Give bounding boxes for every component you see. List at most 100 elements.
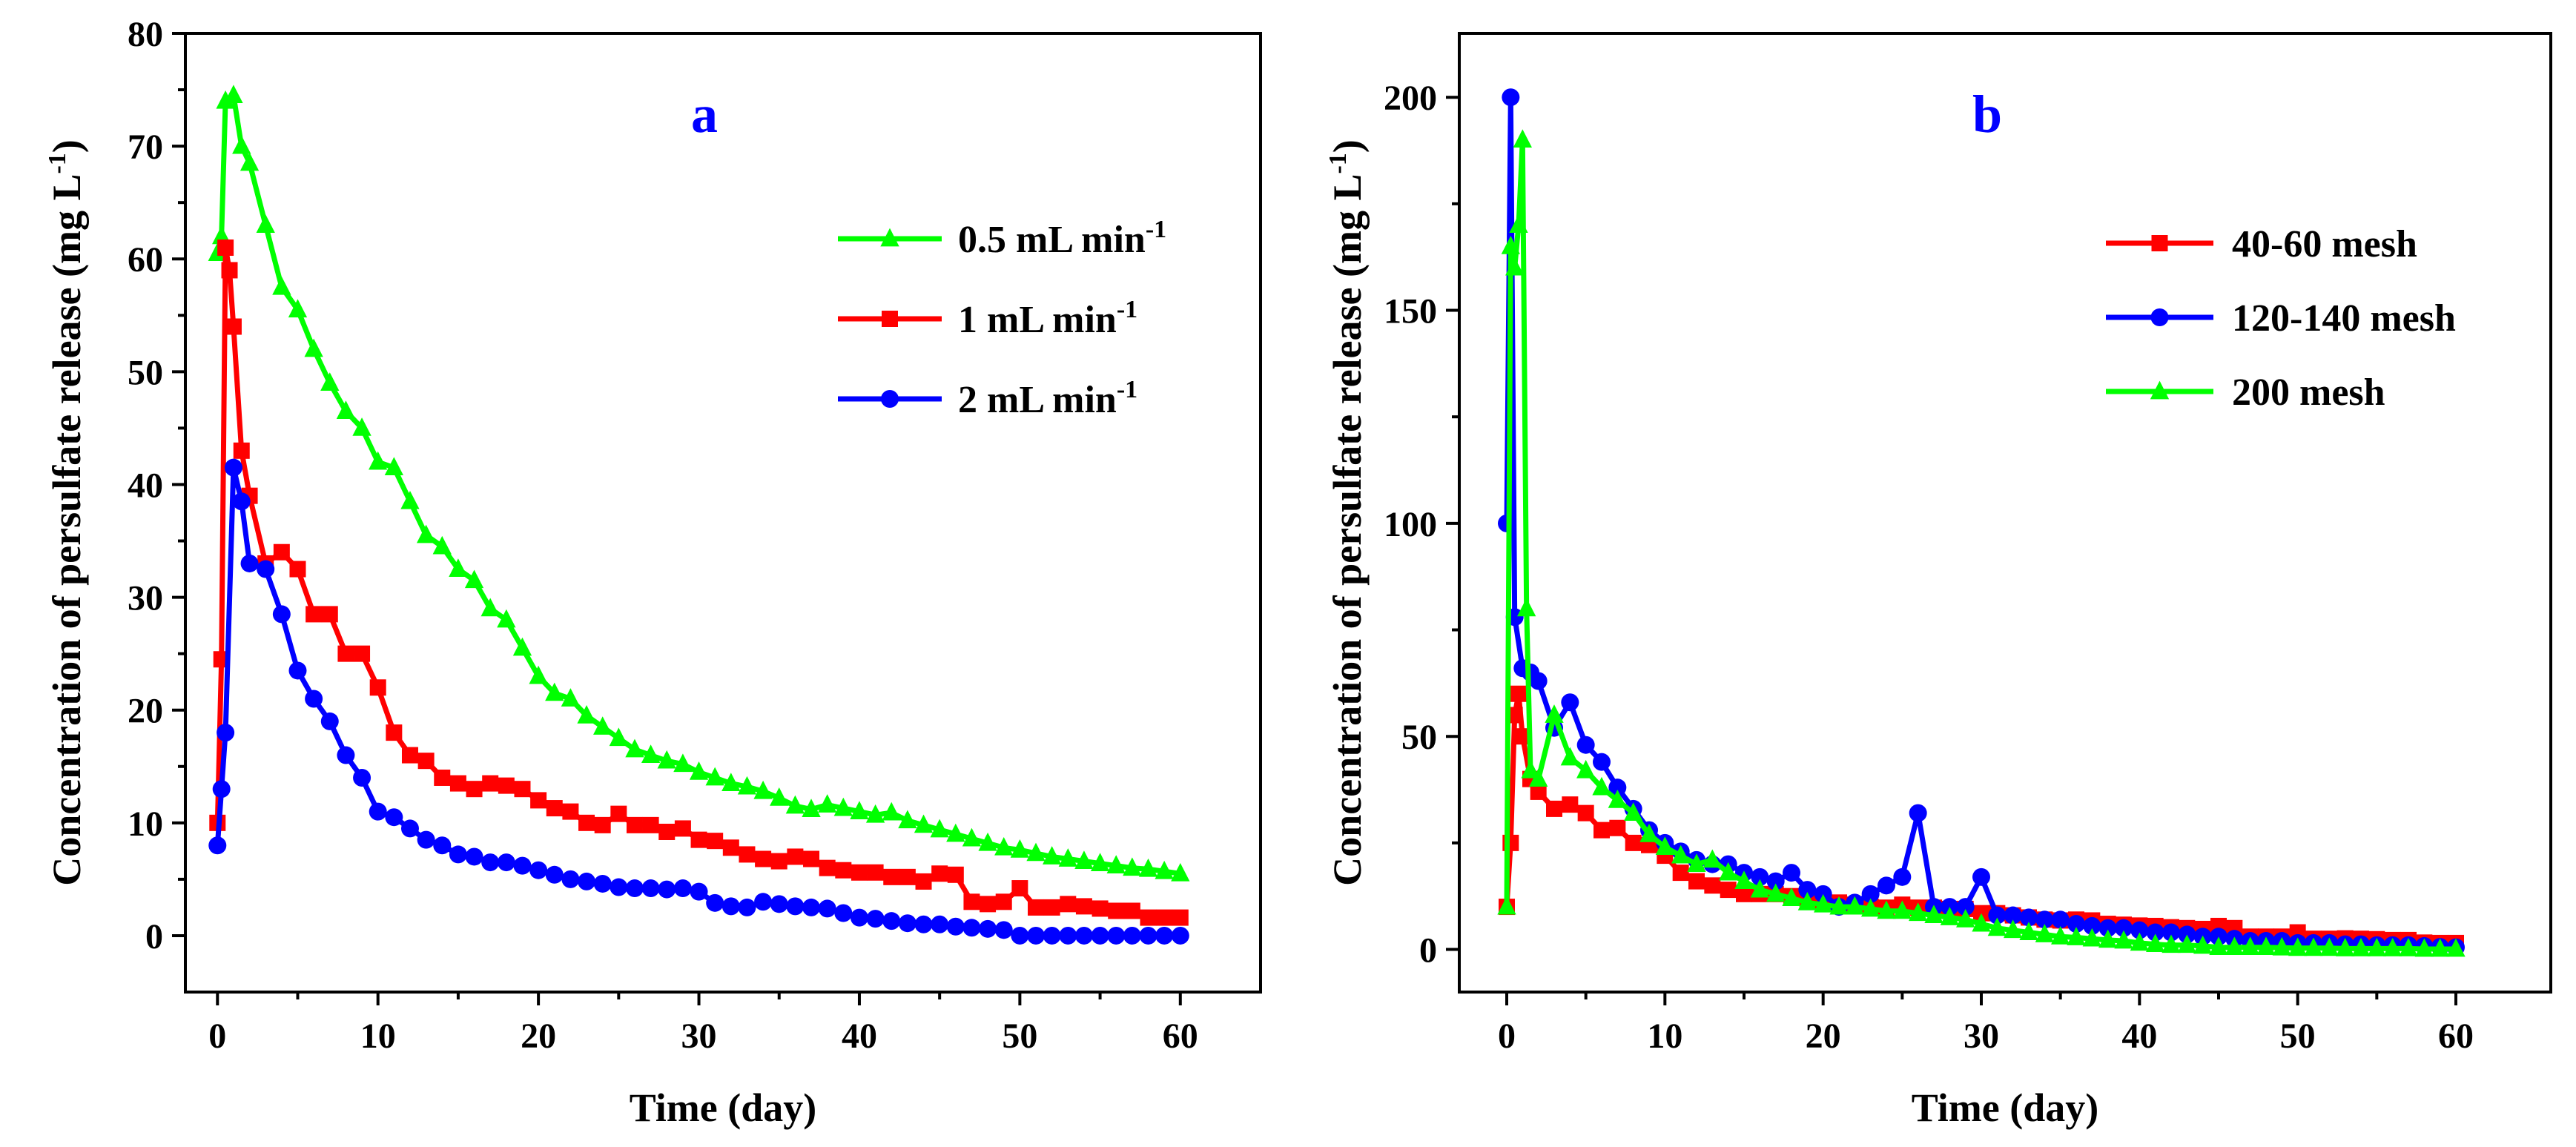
y-tick-label: 70 xyxy=(128,128,163,167)
y-axis-title: Concentration of persulfate release (mg … xyxy=(1324,139,1370,886)
data-point xyxy=(224,458,242,477)
data-point xyxy=(304,338,323,357)
data-point xyxy=(1011,926,1029,945)
x-axis-title: Time (day) xyxy=(630,1085,817,1130)
data-point xyxy=(1108,902,1125,919)
data-point xyxy=(1909,804,1927,822)
data-point xyxy=(561,688,581,707)
data-point xyxy=(1172,909,1189,926)
x-tick-label: 30 xyxy=(1964,1017,1999,1056)
data-point xyxy=(1655,836,1674,856)
data-point xyxy=(1593,753,1611,771)
plot-frame xyxy=(1458,32,2552,994)
legend-label: 1 mL min-1 xyxy=(958,296,1137,341)
data-point xyxy=(482,775,499,792)
data-point xyxy=(481,853,500,872)
data-point xyxy=(240,554,259,572)
data-point xyxy=(1505,257,1525,276)
plot-frame xyxy=(184,32,1262,994)
data-point xyxy=(1106,855,1126,874)
data-point xyxy=(994,921,1013,939)
data-point xyxy=(1814,885,1832,903)
data-point xyxy=(1973,905,1989,922)
data-point xyxy=(561,870,580,888)
data-point xyxy=(1171,862,1190,882)
data-point xyxy=(224,85,243,104)
data-point xyxy=(432,535,452,555)
data-point xyxy=(883,868,900,885)
legend-label: 200 mesh xyxy=(2232,371,2385,414)
data-point xyxy=(498,777,515,794)
data-point xyxy=(1028,899,1045,916)
data-point xyxy=(529,861,548,879)
data-point xyxy=(915,873,932,890)
data-point xyxy=(1060,896,1077,913)
data-point xyxy=(1829,896,1849,915)
data-point xyxy=(1845,896,1864,915)
x-tick-label: 50 xyxy=(2280,1017,2316,1056)
data-point xyxy=(641,744,661,763)
data-point xyxy=(2162,923,2180,942)
y-tick-label: 50 xyxy=(128,353,163,392)
data-point xyxy=(658,823,676,840)
data-point xyxy=(1814,893,1833,913)
data-point xyxy=(626,816,643,833)
data-point xyxy=(336,400,356,419)
data-point xyxy=(1155,860,1174,879)
data-point xyxy=(642,816,659,833)
data-point xyxy=(1562,796,1579,813)
data-point xyxy=(320,372,340,391)
data-point xyxy=(2067,915,2085,933)
data-point xyxy=(770,853,787,870)
data-point xyxy=(2035,924,2054,942)
data-point xyxy=(1797,891,1817,910)
data-point xyxy=(401,747,418,764)
y-tick-label: 50 xyxy=(1401,718,1437,757)
data-point xyxy=(867,864,884,881)
data-point xyxy=(233,442,250,459)
data-point xyxy=(1893,867,1912,886)
y-tick-label: 0 xyxy=(1419,931,1437,971)
data-point xyxy=(578,814,595,831)
data-point xyxy=(1171,926,1189,945)
data-point xyxy=(898,914,917,933)
data-point xyxy=(1576,736,1595,754)
data-point xyxy=(1513,129,1532,148)
data-point xyxy=(1704,877,1721,894)
legend-entry: 120-140 mesh xyxy=(2106,297,2456,340)
data-point xyxy=(1545,704,1564,723)
data-point xyxy=(1736,885,1752,902)
data-point xyxy=(2351,938,2371,956)
data-point xyxy=(1107,926,1126,945)
data-point xyxy=(545,865,564,884)
data-point xyxy=(980,896,997,913)
data-point xyxy=(610,878,628,896)
data-point xyxy=(1530,783,1547,800)
data-point xyxy=(962,827,982,847)
data-point xyxy=(1155,926,1174,945)
data-point xyxy=(1074,926,1093,945)
data-point xyxy=(641,879,660,898)
y-tick-label: 100 xyxy=(1384,505,1437,544)
data-point xyxy=(1517,598,1536,617)
data-point xyxy=(256,214,275,233)
data-point xyxy=(1546,800,1562,817)
data-point xyxy=(1529,768,1548,787)
data-point xyxy=(690,831,707,848)
data-point xyxy=(738,898,756,916)
data-point xyxy=(513,856,532,875)
data-point xyxy=(2130,932,2149,951)
x-tick-label: 40 xyxy=(842,1017,877,1056)
data-point xyxy=(1671,844,1691,864)
data-point xyxy=(433,836,452,855)
data-point xyxy=(1123,926,1141,945)
data-point xyxy=(754,893,773,911)
data-point xyxy=(2067,927,2086,945)
data-point xyxy=(1972,913,1991,932)
data-point xyxy=(882,801,901,821)
data-point xyxy=(546,800,563,817)
data-point xyxy=(217,724,235,742)
data-point xyxy=(497,853,515,872)
data-point xyxy=(465,847,483,866)
data-point xyxy=(1560,747,1579,766)
